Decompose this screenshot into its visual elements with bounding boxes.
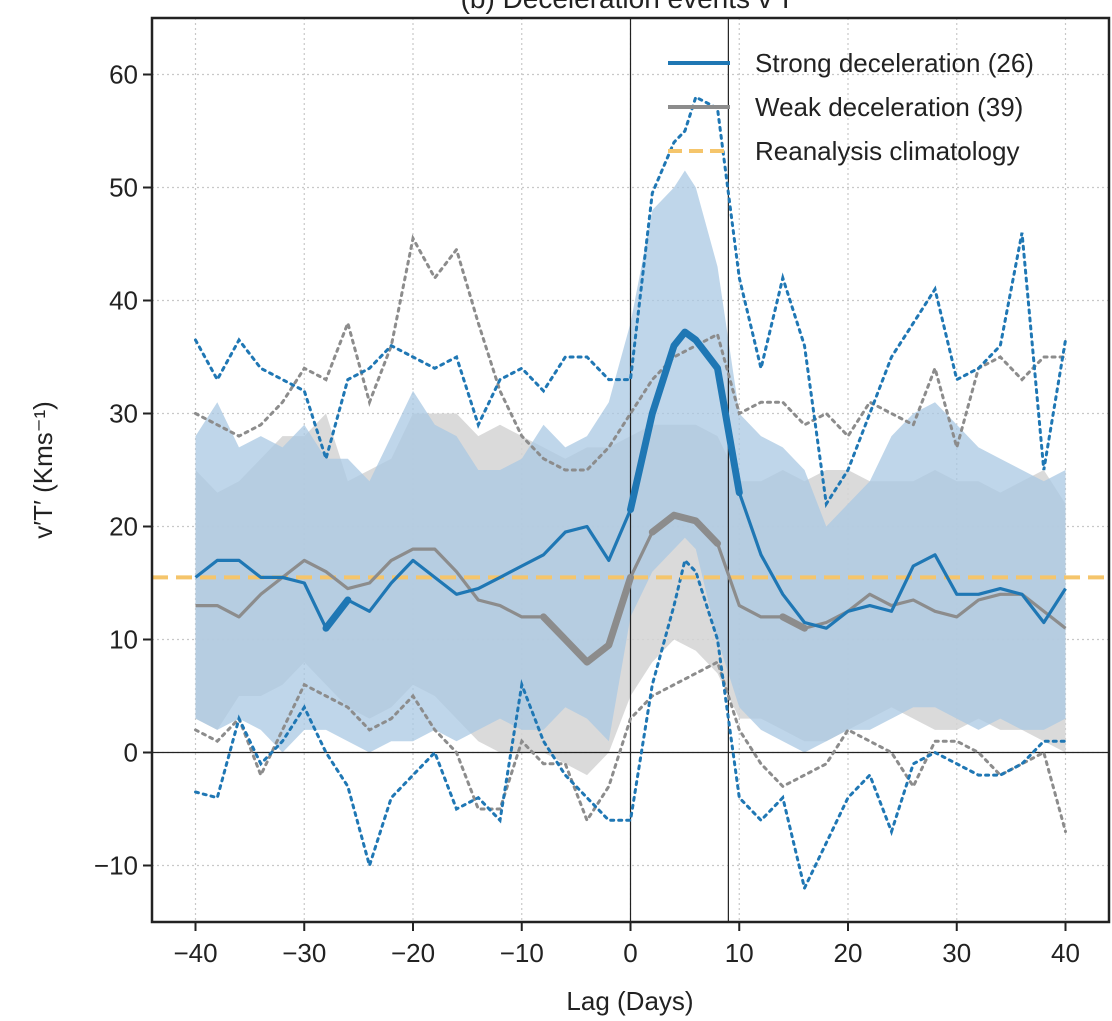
legend-label-climatology: Reanalysis climatology bbox=[755, 136, 1019, 166]
y-tick-label: 0 bbox=[124, 738, 138, 768]
weak-deceleration-significant-segment bbox=[540, 573, 634, 666]
x-tick-label: −20 bbox=[391, 938, 435, 968]
strong-deceleration-significant-segment bbox=[322, 596, 352, 632]
y-tick-label: 50 bbox=[109, 173, 138, 203]
strong-deceleration-significant-segment bbox=[627, 328, 743, 514]
x-tick-label: 0 bbox=[623, 938, 637, 968]
strong-deceleration-min-line bbox=[194, 557, 1067, 893]
y-tick-label: 40 bbox=[109, 286, 138, 316]
x-tick-label: −10 bbox=[500, 938, 544, 968]
y-tick-label: −10 bbox=[94, 851, 138, 881]
y-tick-label: 30 bbox=[109, 399, 138, 429]
y-tick-label: 20 bbox=[109, 512, 138, 542]
x-tick-label: 30 bbox=[942, 938, 971, 968]
x-tick-label: 20 bbox=[834, 938, 863, 968]
legend-label-strong: Strong deceleration (26) bbox=[755, 48, 1034, 78]
y-tick-label: 60 bbox=[109, 60, 138, 90]
y-tick-label: 10 bbox=[109, 625, 138, 655]
weak-deceleration-significant-segment bbox=[648, 511, 721, 547]
x-tick-label: −30 bbox=[282, 938, 326, 968]
legend: Strong deceleration (26) Weak deceleratio… bbox=[668, 48, 1034, 166]
x-tick-label: 10 bbox=[725, 938, 754, 968]
x-tick-label: −40 bbox=[173, 938, 217, 968]
legend-label-weak: Weak deceleration (39) bbox=[755, 92, 1023, 122]
strong-deceleration-max-line bbox=[194, 94, 1067, 509]
x-axis: −40 −30 −20 −10 0 10 20 30 40 bbox=[173, 922, 1080, 968]
y-axis-label: v′T′ (Kms⁻¹) bbox=[28, 401, 58, 539]
weak-deceleration-significant-segment bbox=[779, 613, 808, 632]
weak-deceleration-min-line bbox=[194, 659, 1067, 834]
chart-title: (b) Deceleration events v′T′ bbox=[461, 0, 800, 14]
plot-area bbox=[152, 18, 1109, 922]
x-tick-label: 40 bbox=[1051, 938, 1080, 968]
y-axis: −10 0 10 20 30 40 50 60 bbox=[94, 60, 152, 881]
x-axis-label: Lag (Days) bbox=[566, 986, 693, 1016]
weak-deceleration-max-line bbox=[194, 234, 1067, 472]
